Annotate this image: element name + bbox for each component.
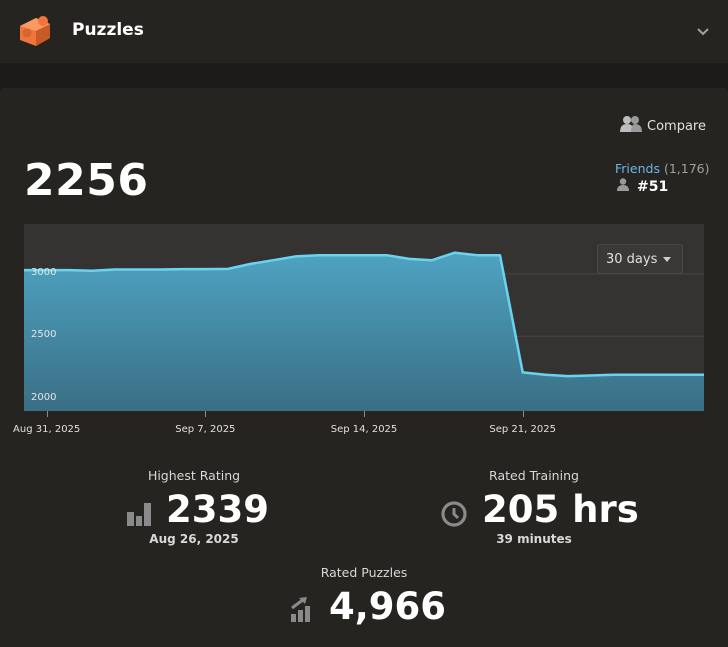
friends-label[interactable]: Friends — [615, 161, 660, 176]
highest-rating-label: Highest Rating — [147, 468, 241, 483]
y-tick-label: 2500 — [31, 329, 57, 341]
x-tick — [46, 411, 48, 417]
rating-chart[interactable]: 30 days 3000 2500 2000 — [24, 224, 704, 411]
rated-training-label: Rated Training — [489, 468, 579, 483]
current-rating: 2256 — [24, 155, 149, 206]
period-select-value: 30 days — [606, 252, 658, 267]
people-icon — [620, 115, 642, 137]
rating-area — [24, 252, 704, 411]
x-tick — [205, 411, 207, 417]
clock-icon — [441, 501, 467, 531]
x-tick-label: Aug 31, 2025 — [13, 424, 81, 435]
rating-chart-svg — [24, 251, 704, 411]
rated-training-value: 205 hrs — [482, 488, 639, 531]
x-tick — [522, 411, 524, 417]
trend-up-icon — [290, 596, 314, 626]
highest-rating-value: 2339 — [166, 488, 269, 531]
person-icon — [617, 178, 629, 195]
x-tick-label: Sep 14, 2025 — [330, 424, 398, 435]
friends-rank: #51 — [617, 178, 668, 195]
x-tick-label: Sep 21, 2025 — [489, 424, 556, 435]
x-tick — [364, 411, 365, 417]
friends-count: (1,176) — [663, 161, 710, 176]
page-title: Puzzles — [72, 20, 144, 40]
rated-puzzles-value: 4,966 — [329, 585, 447, 628]
y-tick-label: 2000 — [31, 391, 57, 403]
rank-value: #51 — [637, 178, 669, 195]
compare-label: Compare — [647, 118, 706, 134]
period-select[interactable]: 30 days — [597, 244, 683, 274]
highest-rating-date: Aug 26, 2025 — [149, 532, 239, 546]
puzzle-piece-icon — [16, 14, 54, 50]
y-tick-label: 3000 — [31, 266, 57, 278]
rated-puzzles-label: Rated Puzzles — [320, 565, 408, 580]
puzzles-header[interactable]: Puzzles — [0, 0, 728, 63]
rated-training-minutes: 39 minutes — [496, 532, 572, 546]
x-tick-label: Sep 7, 2025 — [175, 424, 236, 435]
compare-button[interactable]: Compare — [620, 115, 706, 137]
bar-chart-icon — [127, 500, 153, 530]
chevron-down-icon[interactable] — [696, 24, 710, 43]
rating-line — [24, 251, 704, 378]
caret-down-icon — [663, 257, 671, 262]
friends-link[interactable]: Friends (1,176) — [615, 161, 709, 176]
